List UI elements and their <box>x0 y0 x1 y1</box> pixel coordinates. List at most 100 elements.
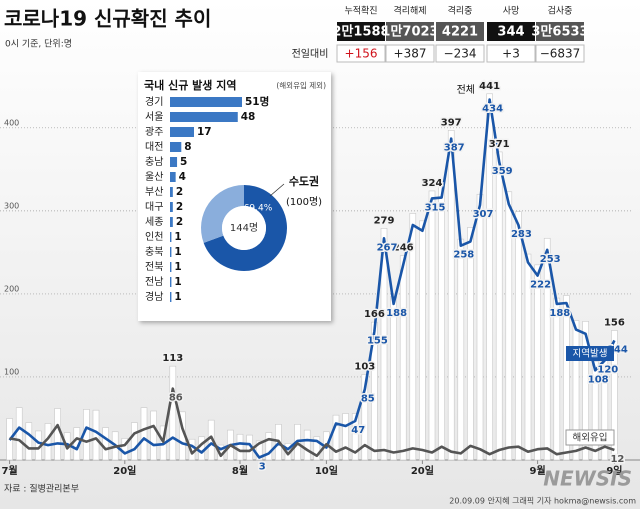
bar <box>534 264 541 461</box>
data-label: 434 <box>482 104 503 115</box>
data-label: 258 <box>453 250 474 261</box>
data-label: 222 <box>530 280 551 291</box>
region-bar <box>170 277 172 287</box>
bar <box>140 407 148 461</box>
y-tick-label: 200 <box>4 284 19 293</box>
data-label: 359 <box>492 166 513 177</box>
stat-total: 3만6533 <box>531 24 588 40</box>
stat-header: 격리중 <box>448 5 473 17</box>
bar <box>438 183 445 461</box>
data-label: 120 <box>597 364 618 375</box>
data-label: 156 <box>604 317 625 328</box>
bar <box>303 429 311 461</box>
bar <box>457 238 465 461</box>
leader-line <box>269 183 285 197</box>
data-label: 371 <box>489 139 510 150</box>
region-value: 8 <box>184 141 191 153</box>
region-value: 2 <box>176 186 183 198</box>
bar <box>150 410 157 461</box>
region-bar <box>170 172 176 182</box>
stat-box <box>487 22 535 41</box>
data-label: 387 <box>444 143 465 154</box>
bar <box>15 407 23 461</box>
source: 자료 : 질병관리본부 <box>4 483 79 495</box>
line <box>8 98 616 459</box>
bar <box>342 413 349 461</box>
region-bar <box>170 202 173 212</box>
bar <box>361 374 369 461</box>
bar <box>476 193 484 461</box>
region-label: 인천 <box>145 231 163 243</box>
data-label: 12 <box>610 454 624 465</box>
subtitle: 0시 기준, 단위:명 <box>5 39 72 50</box>
region-label: 대전 <box>145 141 163 153</box>
stat-total: 4221 <box>442 25 478 40</box>
stat-box <box>337 22 385 41</box>
x-tick-label: 9일 <box>606 464 622 477</box>
legend-label: 전체 <box>457 84 475 96</box>
region-bar <box>170 142 182 152</box>
data-label: 47 <box>351 425 365 436</box>
stat-total: 2만1588 <box>332 24 389 40</box>
data-label: 188 <box>549 308 570 319</box>
stats-table: 누적확진 2만1588 +156 격리해제 1만7023 +387 격리중 4221 −234 사… <box>292 5 589 63</box>
donut-value-label: 69.4% <box>244 204 273 214</box>
legend-label: 해외유입 <box>573 432 608 444</box>
stat-header: 사망 <box>503 6 520 17</box>
region-label: 전남 <box>145 276 163 288</box>
bar <box>495 151 503 461</box>
stat-header: 검사중 <box>548 5 573 17</box>
stat-change: −6837 <box>540 47 581 61</box>
bar <box>255 440 263 461</box>
region-value: 2 <box>176 216 183 228</box>
data-label: 85 <box>361 393 375 404</box>
region-label: 전북 <box>145 261 163 273</box>
data-label: 166 <box>364 309 385 320</box>
donut-category: 수도권 <box>289 175 319 188</box>
change-box <box>535 44 585 63</box>
data-label: 86 <box>169 393 183 404</box>
bar <box>92 409 100 461</box>
bar <box>563 295 570 461</box>
stat-change: +387 <box>394 47 427 61</box>
data-label: 324 <box>422 178 443 189</box>
data-label: 246 <box>393 243 414 254</box>
region-bar <box>170 262 172 272</box>
data-label: 103 <box>354 361 375 372</box>
bar <box>524 253 532 461</box>
stat-change: −234 <box>444 47 477 61</box>
region-value: 5 <box>180 156 187 168</box>
x-tick-label: 8월 <box>232 465 248 477</box>
data-label: 283 <box>511 229 532 240</box>
bar <box>102 427 109 461</box>
region-label: 충북 <box>145 246 163 258</box>
bar <box>428 190 436 461</box>
region-label: 경남 <box>145 290 163 303</box>
bar <box>553 297 561 461</box>
region-label: 부산 <box>145 186 163 198</box>
region-value: 17 <box>197 126 212 138</box>
region-value: 1 <box>174 291 181 303</box>
bar <box>572 320 580 461</box>
data-label: 397 <box>441 117 462 128</box>
data-label: 279 <box>374 215 395 226</box>
data-label: 108 <box>588 374 609 385</box>
region-value: 51명 <box>245 95 269 108</box>
data-label: 188 <box>386 308 407 319</box>
logo: NEWSIS <box>543 467 632 491</box>
bar <box>54 408 61 461</box>
region-bar <box>170 157 178 167</box>
bar <box>380 228 388 461</box>
bar <box>543 237 551 461</box>
change-label: 전일대비 <box>292 48 329 60</box>
bar <box>515 211 522 461</box>
region-bar <box>170 97 242 107</box>
data-label: 441 <box>479 81 500 92</box>
y-tick-label: 100 <box>4 367 19 376</box>
x-tick-label: 10일 <box>315 464 338 477</box>
region-value: 1 <box>174 231 181 243</box>
bar <box>467 227 474 461</box>
region-label: 대구 <box>145 201 163 213</box>
